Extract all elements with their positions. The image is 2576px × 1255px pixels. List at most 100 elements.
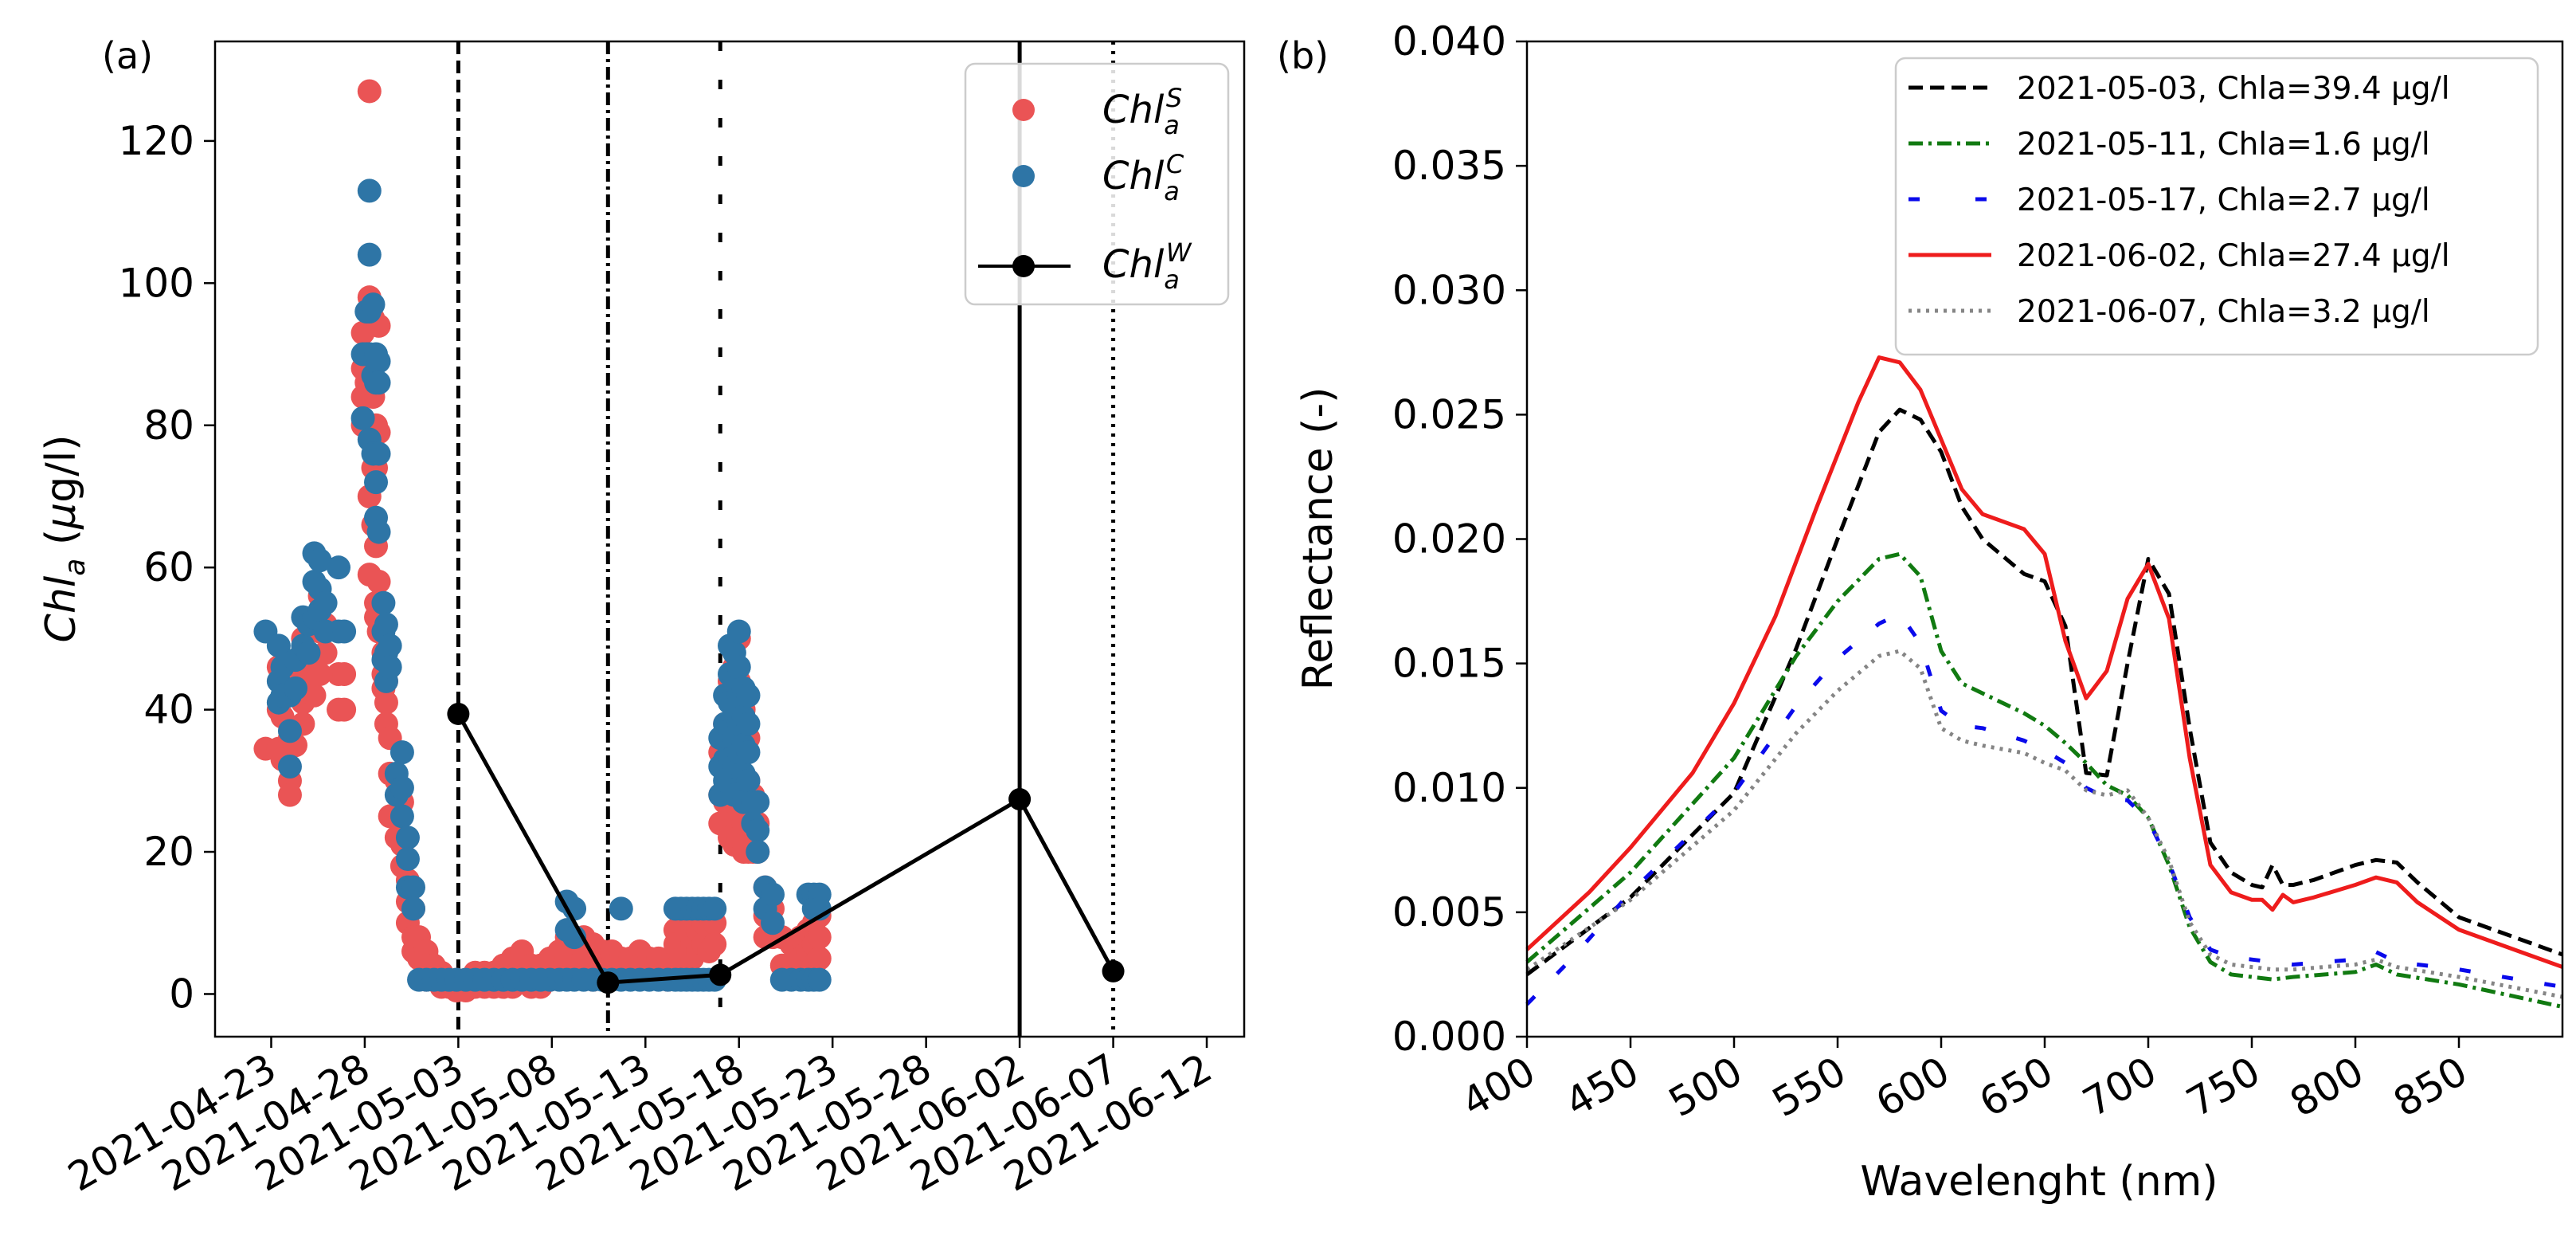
spectrum-line-0 <box>1525 407 2563 976</box>
legend-marker-chl-c <box>1012 165 1035 187</box>
scatter-point-c <box>395 846 420 871</box>
scatter-point-c <box>361 292 386 317</box>
spectrum-line-4 <box>1525 649 2563 999</box>
legend-label-chl-c: ChlaC <box>1102 149 1184 206</box>
panel-b-y-tick-label: 0.015 <box>1392 641 1506 687</box>
panel-b-label: (b) <box>1277 34 1329 77</box>
scatter-point-c <box>284 676 308 700</box>
chl-w-marker <box>709 963 732 986</box>
scatter-point-c <box>378 633 402 658</box>
panel-a-y-axis-label: Chla (μg/l) <box>37 435 92 643</box>
scatter-point-c <box>761 882 785 907</box>
scatter-point-c <box>609 896 633 921</box>
legend-label-2: 2021-05-17, Chla=2.7 μg/l <box>2017 182 2430 218</box>
scatter-point-s <box>703 932 727 957</box>
panel-b-legend: 2021-05-03, Chla=39.4 μg/l 2021-05-11, Ch… <box>1894 57 2539 356</box>
legend-label-chl-s: ChlaS <box>1102 83 1182 140</box>
panel-b-y-tick-label: 0.010 <box>1392 765 1506 811</box>
scatter-point-c <box>366 349 391 374</box>
panel-a-label: (a) <box>102 34 153 77</box>
scatter-point-s <box>277 782 302 807</box>
scatter-point-c <box>390 804 414 829</box>
scatter-point-s <box>807 925 832 950</box>
scatter-point-s <box>313 641 338 665</box>
scatter-point-c <box>327 555 351 580</box>
chl-w-marker <box>447 702 470 725</box>
panel-b-y-tick-label: 0.040 <box>1392 18 1506 65</box>
scatter-point-c <box>378 655 402 680</box>
scatter-point-s <box>307 662 332 687</box>
panel-a-y-tick-label: 60 <box>143 544 194 590</box>
scatter-point-s <box>302 683 327 708</box>
panel-b-y-tick-label: 0.005 <box>1392 889 1506 935</box>
scatter-point-c <box>736 740 761 765</box>
scatter-point-c <box>390 740 414 765</box>
scatter-point-c <box>390 775 414 800</box>
scatter-point-c <box>277 754 302 778</box>
scatter-point-s <box>357 79 382 104</box>
panel-b-y-tick-label: 0.020 <box>1392 516 1506 563</box>
scatter-point-c <box>401 896 426 921</box>
scatter-point-c <box>366 441 391 466</box>
legend-label-0: 2021-05-03, Chla=39.4 μg/l <box>2017 71 2450 107</box>
chl-w-marker <box>1102 959 1125 982</box>
scatter-point-c <box>761 911 785 935</box>
panel-b-y-axis-label: Reflectance (-) <box>1294 387 1342 691</box>
scatter-point-c <box>350 406 375 430</box>
panel-a-y-tick-label: 120 <box>119 118 194 164</box>
panel-a-y-tick-label: 40 <box>143 687 194 733</box>
scatter-point-c <box>703 896 727 921</box>
scatter-point-c <box>736 712 761 736</box>
panel-a-frame <box>213 40 1246 1038</box>
legend-label-1: 2021-05-11, Chla=1.6 μg/l <box>2017 127 2430 163</box>
panel-b-x-axis-label: Wavelenght (nm) <box>1860 1158 2218 1206</box>
scatter-point-c <box>395 826 420 850</box>
panel-a-y-tick-label: 100 <box>119 260 194 306</box>
panel-b-legend-box <box>1894 57 2539 356</box>
spectrum-line-1 <box>1525 551 2563 1009</box>
legend-label-3: 2021-06-02, Chla=27.4 μg/l <box>2017 238 2450 274</box>
scatter-point-s <box>807 946 832 971</box>
panel-a-y-tick-label: 0 <box>169 971 194 1017</box>
scatter-point-c <box>332 619 357 644</box>
spectrum-line-3 <box>1525 355 2563 969</box>
panel-b-y-tick-label: 0.025 <box>1392 391 1506 437</box>
scatter-point-s <box>374 690 398 715</box>
panel-b-y-tick-label: 0.035 <box>1392 143 1506 189</box>
scatter-point-c <box>736 768 761 793</box>
scatter-point-c <box>277 719 302 743</box>
scatter-point-c <box>357 178 382 203</box>
scatter-point-c <box>371 590 396 615</box>
scatter-point-c <box>746 840 770 865</box>
panel-a-y-tick-label: 80 <box>143 402 194 449</box>
scatter-point-c <box>401 875 426 900</box>
panel-b-y-tick-label: 0.000 <box>1392 1014 1506 1060</box>
chl-w-marker <box>1008 788 1032 811</box>
scatter-point-c <box>807 967 832 992</box>
scatter-point-c <box>366 520 391 544</box>
legend-label-chl-w: ChlaW <box>1102 237 1192 295</box>
legend-marker-chl-s <box>1012 99 1035 121</box>
scatter-point-s <box>366 570 391 594</box>
scatter-point-c <box>726 619 751 644</box>
legend-marker-chl-w <box>1012 255 1035 277</box>
scatter-point-s <box>332 662 357 687</box>
scatter-point-c <box>313 590 338 615</box>
scatter-point-c <box>364 470 389 495</box>
scatter-point-c <box>357 242 382 267</box>
scatter-point-c <box>746 790 770 814</box>
panel-a-legend: ChlaS ChlaC ChlaW <box>964 62 1230 306</box>
scatter-point-c <box>366 371 391 395</box>
panel-a-y-tick-label: 20 <box>143 829 194 875</box>
scatter-point-c <box>726 655 751 680</box>
legend-label-4: 2021-06-07, Chla=3.2 μg/l <box>2017 294 2430 330</box>
scatter-point-c <box>374 612 398 637</box>
scatter-point-c <box>736 683 761 708</box>
scatter-point-c <box>746 818 770 843</box>
chl-w-marker <box>597 971 620 994</box>
panel-b-y-tick-label: 0.030 <box>1392 267 1506 313</box>
scatter-point-c <box>307 548 332 573</box>
panel-a-legend-box <box>964 62 1230 306</box>
scatter-point-c <box>296 641 321 665</box>
